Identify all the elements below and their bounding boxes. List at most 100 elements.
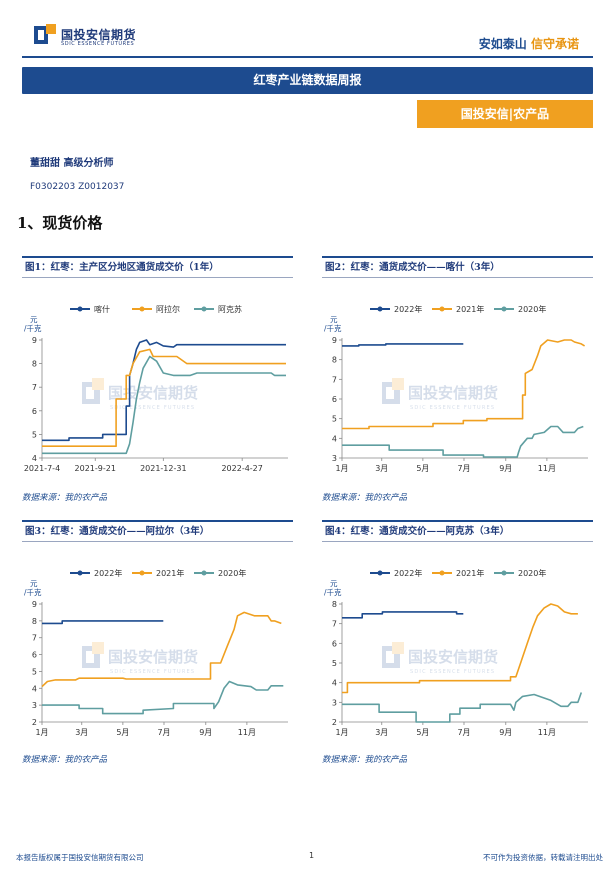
y-tick-label: 6 xyxy=(332,639,337,648)
series-line xyxy=(342,339,586,430)
x-tick-label: 11月 xyxy=(538,728,556,737)
x-tick-label: 2022-4-27 xyxy=(221,464,262,473)
slogan: 安如泰山 信守承诺 xyxy=(479,35,579,52)
x-tick-label: 9月 xyxy=(199,728,212,737)
watermark-text: SDIC ESSENCE FUTURES xyxy=(410,405,495,411)
x-tick-label: 3月 xyxy=(375,728,388,737)
series-line xyxy=(41,611,282,688)
watermark-logo-icon xyxy=(92,378,104,390)
legend-label: 2020年 xyxy=(218,568,246,578)
y-tick-label: 9 xyxy=(332,336,337,345)
figure-source: 数据来源：我的农产品 xyxy=(22,493,108,503)
y-tick-label: 4 xyxy=(32,454,37,463)
series-line xyxy=(42,355,286,455)
slogan-part-b: 信守承诺 xyxy=(530,37,579,51)
x-tick-label: 2021-7-4 xyxy=(24,464,60,473)
legend-label: 2022年 xyxy=(394,304,422,314)
x-tick-label: 2021-9-21 xyxy=(75,464,116,473)
watermark: 国投安信期货 SDIC ESSENCE FUTURES xyxy=(82,642,198,675)
figure-source: 数据来源：我的农产品 xyxy=(322,493,408,503)
figure-4: 图4：红枣：通货成交价——阿克苏（3年） 国投安信期货 SDIC ESSENCE … xyxy=(322,520,593,765)
x-tick-label: 9月 xyxy=(499,728,512,737)
series-line xyxy=(42,620,164,625)
figure-source: 数据来源：我的农产品 xyxy=(22,755,108,765)
legend-marker xyxy=(77,570,83,576)
y-tick-label: 5 xyxy=(32,667,37,676)
watermark: 国投安信期货 SDIC ESSENCE FUTURES xyxy=(382,642,498,675)
legend: 2022年 2021年 2020年 xyxy=(70,568,246,578)
watermark-text: 国投安信期货 xyxy=(408,648,498,666)
legend-marker xyxy=(77,306,83,312)
watermark: 国投安信期货 SDIC ESSENCE FUTURES xyxy=(82,378,198,411)
legend-label: 2020年 xyxy=(518,568,546,578)
x-tick-label: 11月 xyxy=(238,728,256,737)
figure-title: 图3：红枣：通货成交价——阿拉尔（3年） xyxy=(22,520,293,542)
legend-label: 2021年 xyxy=(456,568,484,578)
x-tick-label: 1月 xyxy=(335,464,348,473)
legend-marker xyxy=(439,570,445,576)
y-tick-label: 5 xyxy=(332,659,337,668)
legend: 2022年 2021年 2020年 xyxy=(370,304,546,314)
watermark-logo-icon xyxy=(392,642,404,654)
y-tick-label: 3 xyxy=(332,454,337,463)
figure-1: 图1：红枣：主产区分地区通货成交价（1年） 国投安信期货 SDIC ESSENCE… xyxy=(22,256,293,503)
y-tick-label: 8 xyxy=(32,360,37,369)
y-tick-label: 7 xyxy=(332,620,337,629)
watermark-text: 国投安信期货 xyxy=(108,384,198,402)
section-heading: 1、现货价格 xyxy=(17,214,103,232)
y-tick-label: 6 xyxy=(332,395,337,404)
footer-copyright: 本报告版权属于国投安信期货有限公司 xyxy=(16,853,144,862)
chart-3: 国投安信期货 SDIC ESSENCE FUTURES 2022年 2021年 2020… xyxy=(24,568,288,737)
series-line xyxy=(342,603,578,694)
x-tick-label: 7月 xyxy=(457,728,470,737)
y-tick-label: 8 xyxy=(332,356,337,365)
footer-disclaimer: 不可作为投资依据，转载请注明出处 xyxy=(483,853,603,862)
x-tick-label: 5月 xyxy=(116,728,129,737)
x-tick-label: 5月 xyxy=(416,464,429,473)
watermark-logo-icon xyxy=(82,382,100,404)
y-axis-label: 元/千克 xyxy=(24,579,42,597)
x-tick-label: 1月 xyxy=(335,728,348,737)
y-tick-label: 8 xyxy=(332,600,337,609)
figure-title: 图1：红枣：主产区分地区通货成交价（1年） xyxy=(22,256,293,278)
y-tick-label: 5 xyxy=(32,430,37,439)
legend: 喀什 阿拉尔 阿克苏 xyxy=(70,304,242,314)
license-numbers: F0302203 Z0012037 xyxy=(30,182,125,192)
report-title: 红枣产业链数据周报 xyxy=(22,67,593,94)
y-tick-label: 5 xyxy=(332,415,337,424)
watermark-logo-icon xyxy=(386,651,394,663)
y-tick-label: 7 xyxy=(32,634,37,643)
watermark-logo-icon xyxy=(92,642,104,654)
legend: 2022年 2021年 2020年 xyxy=(370,568,546,578)
y-tick-label: 7 xyxy=(32,383,37,392)
logo-text-cn: 国投安信期货 xyxy=(61,28,137,42)
watermark-logo-icon xyxy=(382,382,400,404)
x-tick-label: 5月 xyxy=(416,728,429,737)
watermark-text: SDIC ESSENCE FUTURES xyxy=(110,405,195,411)
legend-marker xyxy=(501,570,507,576)
legend-marker xyxy=(377,570,383,576)
x-tick-label: 3月 xyxy=(375,464,388,473)
slogan-part-a: 安如泰山 xyxy=(478,37,527,51)
legend-label: 2021年 xyxy=(456,304,484,314)
series-line xyxy=(342,611,464,619)
category-tag: 国投安信|农产品 xyxy=(417,100,593,128)
legend-marker xyxy=(139,306,145,312)
watermark: 国投安信期货 SDIC ESSENCE FUTURES xyxy=(382,378,498,411)
legend-label: 阿拉尔 xyxy=(156,304,180,314)
legend-label: 喀什 xyxy=(94,304,110,314)
y-tick-label: 4 xyxy=(32,684,37,693)
series-line xyxy=(42,348,286,447)
watermark-logo-icon xyxy=(386,387,394,399)
legend-marker xyxy=(139,570,145,576)
y-tick-label: 2 xyxy=(332,718,337,727)
y-tick-label: 3 xyxy=(32,701,37,710)
x-tick-label: 11月 xyxy=(538,464,556,473)
watermark-logo-icon xyxy=(86,651,94,663)
x-tick-label: 7月 xyxy=(157,728,170,737)
figure-title: 图4：红枣：通货成交价——阿克苏（3年） xyxy=(322,520,593,542)
legend-marker xyxy=(377,306,383,312)
y-axis-label: 元/千克 xyxy=(24,315,42,333)
legend-marker xyxy=(201,570,207,576)
